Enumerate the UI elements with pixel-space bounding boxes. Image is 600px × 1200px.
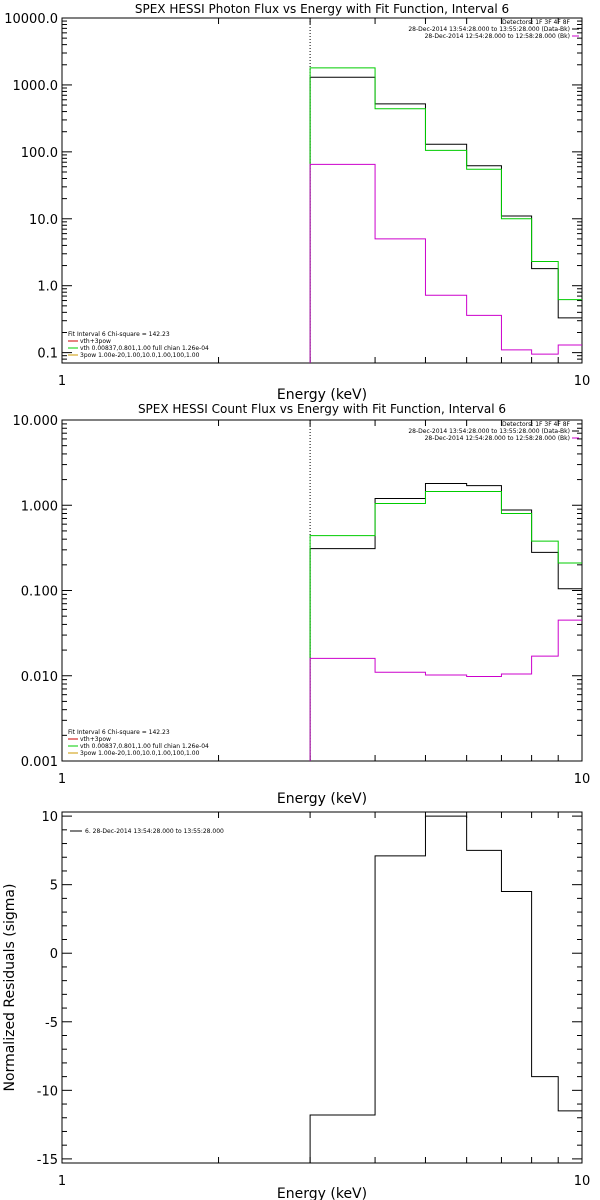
plot-frame — [61, 811, 583, 1164]
info-right-text: 28-Dec-2014 13:54:28.000 to 13:55:28.000… — [408, 428, 570, 435]
series-line-3 — [309, 619, 582, 761]
info-right-text: 28-Dec-2014 12:54:28.000 to 12:58:28.000… — [425, 33, 570, 40]
y-tick-label: 0 — [50, 947, 58, 962]
x-tick-label: 1 — [58, 1174, 66, 1189]
y-tick-label: -10 — [37, 1084, 58, 1099]
y-tick-label: 10.000 — [13, 414, 59, 429]
y-tick-label: 1.000 — [21, 499, 58, 514]
plot-frame — [61, 17, 583, 364]
fit-legend-text: vth 0.00837,0.801,1.00 full chian 1.26e-… — [80, 345, 209, 352]
series-line-2 — [309, 67, 582, 363]
x-axis-label: Energy (keV) — [277, 387, 367, 403]
x-tick-label: 10 — [574, 1174, 591, 1189]
y-tick-label: 10000.0 — [4, 12, 58, 27]
y-tick-label: 0.001 — [21, 755, 58, 770]
info-right-text: 28-Dec-2014 12:54:28.000 to 12:58:28.000… — [425, 435, 570, 442]
x-axis-label: Energy (keV) — [277, 1186, 367, 1200]
y-tick-label: 1.0 — [37, 280, 58, 295]
series-line-2 — [309, 490, 582, 761]
fit-info-text: Fit Interval 6 Chi-square = 142.23 — [68, 331, 170, 338]
x-tick-label: 10 — [574, 772, 591, 787]
fit-legend-text: vth+3pow — [80, 338, 111, 345]
y-tick-label: 5 — [50, 879, 58, 894]
y-tick-label: 0.1 — [37, 347, 58, 362]
y-tick-label: 1000.0 — [13, 79, 59, 94]
legend-text: 6. 28-Dec-2014 13:54:28.000 to 13:55:28.… — [85, 828, 224, 835]
y-axis-label: Normalized Residuals (sigma) — [2, 884, 18, 1092]
x-axis-label: Energy (keV) — [277, 791, 367, 807]
x-tick-label: 1 — [58, 772, 66, 787]
fit-info-text: Fit Interval 6 Chi-square = 142.23 — [68, 729, 170, 736]
info-right-text: 28-Dec-2014 13:54:28.000 to 13:55:28.000… — [408, 26, 570, 33]
y-tick-label: 100.0 — [21, 146, 58, 161]
series-line-1 — [309, 815, 582, 1163]
x-tick-label: 10 — [574, 374, 591, 389]
fit-legend-text: vth+3pow — [80, 736, 111, 743]
fit-legend-text: vth 0.00837,0.801,1.00 full chian 1.26e-… — [80, 743, 209, 750]
y-tick-label: 0.010 — [21, 670, 58, 685]
fit-legend-text: 3pow 1.00e-20,1.00,10.0,1.00,100,1.00 — [80, 352, 200, 359]
x-tick-label: 1 — [58, 374, 66, 389]
y-tick-label: 10.0 — [29, 213, 58, 228]
info-right-text: Detectors: 1F 3F 4F 8F — [502, 421, 571, 428]
chart-panel-3: -15 -10 -5 0 5 10 1 10 Energy (keV) Normalized Re… — [2, 810, 590, 1200]
chart-title: SPEX HESSI Photon Flux vs Energy with Fi… — [135, 2, 509, 16]
chart-title: SPEX HESSI Count Flux vs Energy with Fit… — [138, 402, 506, 416]
series-line-1 — [309, 482, 582, 761]
series-line-1 — [309, 76, 582, 363]
series-line-3 — [309, 163, 582, 363]
info-right-text: Detectors: 1F 3F 4F 8F — [502, 19, 571, 26]
plot-frame — [61, 419, 583, 762]
chart-panel-1: 0.1 1.0 10.0 100.0 1000.0 10000.0 1 10 SPEX HESS… — [4, 2, 590, 403]
y-tick-label: 0.100 — [21, 585, 58, 600]
y-tick-label: -5 — [45, 1016, 58, 1031]
y-tick-label: -15 — [37, 1153, 58, 1168]
chart-panel-2: 0.001 0.010 0.100 1.000 10.000 1 10 SPEX HESSI … — [13, 402, 591, 807]
y-tick-label: 10 — [41, 810, 58, 825]
fit-legend-text: 3pow 1.00e-20,1.00,10.0,1.00,100,1.00 — [80, 750, 200, 757]
